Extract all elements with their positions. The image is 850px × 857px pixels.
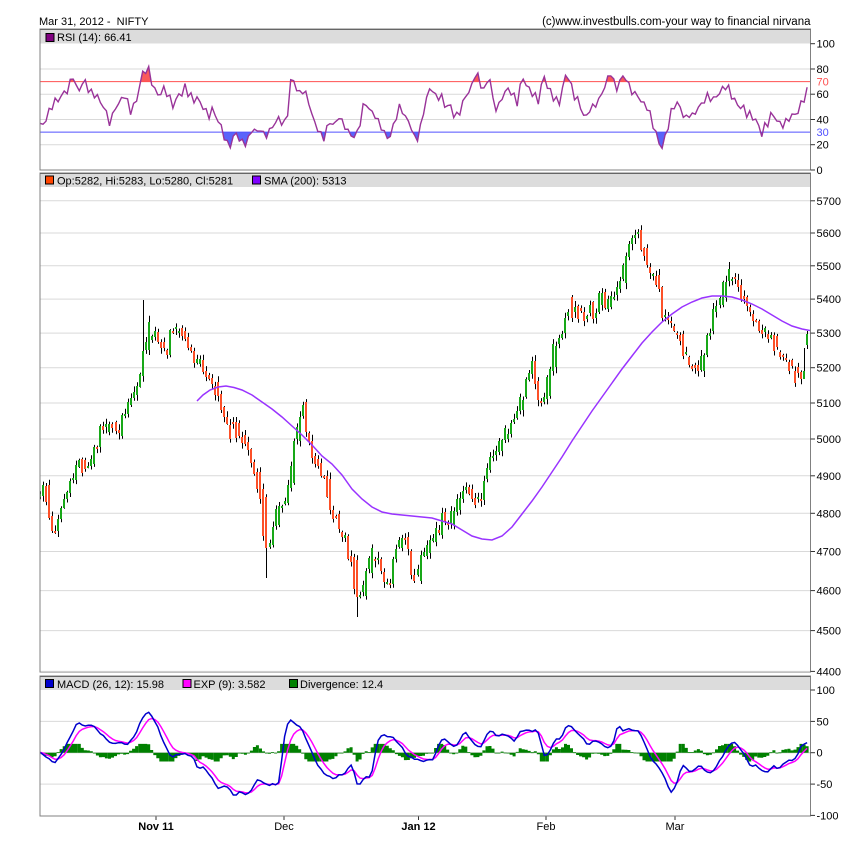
svg-text:Feb: Feb bbox=[537, 821, 556, 833]
svg-text:-100: -100 bbox=[817, 810, 839, 822]
svg-text:70: 70 bbox=[817, 77, 829, 89]
svg-text:100: 100 bbox=[817, 39, 835, 51]
svg-text:Jan 12: Jan 12 bbox=[401, 821, 435, 833]
svg-text:20: 20 bbox=[817, 140, 829, 152]
svg-text:5600: 5600 bbox=[817, 228, 841, 240]
svg-text:5400: 5400 bbox=[817, 294, 841, 306]
svg-text:5000: 5000 bbox=[817, 434, 841, 446]
svg-text:Divergence: 12.4: Divergence: 12.4 bbox=[300, 679, 383, 691]
svg-text:-50: -50 bbox=[817, 779, 833, 791]
svg-text:Dec: Dec bbox=[274, 821, 294, 833]
svg-text:Nov 11: Nov 11 bbox=[138, 821, 173, 833]
svg-text:SMA (200): 5313: SMA (200): 5313 bbox=[264, 176, 347, 188]
svg-text:Mar: Mar bbox=[666, 821, 685, 833]
svg-text:MACD (26, 12): 15.98: MACD (26, 12): 15.98 bbox=[57, 679, 164, 691]
svg-text:0: 0 bbox=[817, 165, 823, 177]
svg-text:0: 0 bbox=[817, 748, 823, 760]
svg-text:4500: 4500 bbox=[817, 626, 841, 638]
svg-text:5300: 5300 bbox=[817, 328, 841, 340]
svg-text:40: 40 bbox=[817, 115, 829, 127]
svg-text:EXP (9): 3.582: EXP (9): 3.582 bbox=[194, 679, 266, 691]
svg-text:80: 80 bbox=[817, 64, 829, 76]
svg-text:5100: 5100 bbox=[817, 398, 841, 410]
svg-text:4800: 4800 bbox=[817, 508, 841, 520]
svg-text:50: 50 bbox=[817, 716, 829, 728]
svg-text:4900: 4900 bbox=[817, 471, 841, 483]
svg-text:60: 60 bbox=[817, 89, 829, 101]
svg-text:4700: 4700 bbox=[817, 547, 841, 559]
svg-text:Mar 31, 2012 - NIFTY: Mar 31, 2012 - NIFTY bbox=[39, 16, 149, 28]
svg-text:5700: 5700 bbox=[817, 196, 841, 208]
svg-text:4600: 4600 bbox=[817, 586, 841, 598]
svg-text:RSI (14): 66.41: RSI (14): 66.41 bbox=[57, 32, 132, 44]
svg-text:4400: 4400 bbox=[817, 666, 841, 678]
svg-text:100: 100 bbox=[817, 685, 835, 697]
svg-text:5500: 5500 bbox=[817, 261, 841, 273]
svg-text:5200: 5200 bbox=[817, 363, 841, 375]
svg-text:(c)www.investbulls.com-your wa: (c)www.investbulls.com-your way to finan… bbox=[542, 16, 811, 28]
svg-text:30: 30 bbox=[817, 127, 829, 139]
svg-text:Op:5282, Hi:5283, Lo:5280, Cl:: Op:5282, Hi:5283, Lo:5280, Cl:5281 bbox=[57, 176, 233, 188]
